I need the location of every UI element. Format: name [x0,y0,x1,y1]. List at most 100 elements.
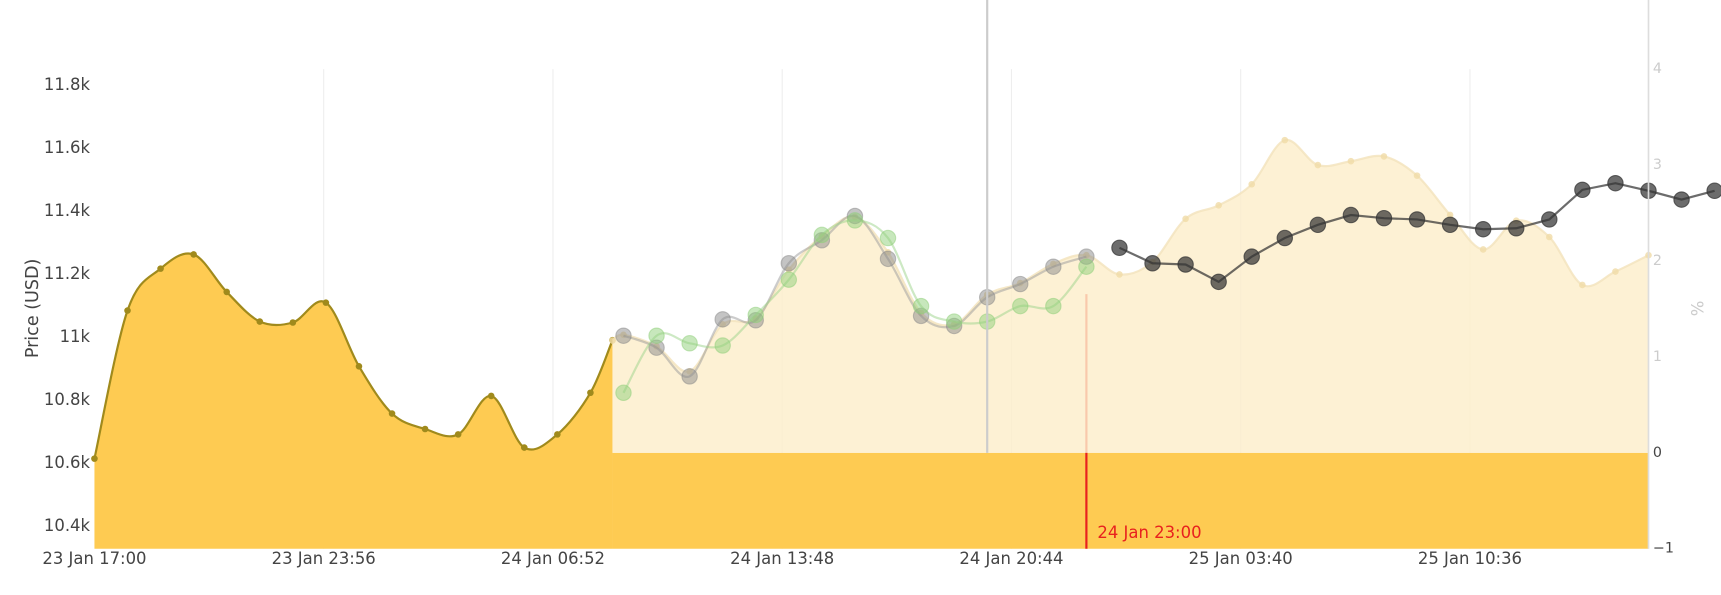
data-point [1182,215,1189,223]
data-point [1541,211,1558,228]
data-point [223,288,231,296]
y-tick-label: 11.4k [44,201,91,220]
y-axis-title: Price (USD) [23,259,43,359]
data-point [554,431,561,438]
data-point [1012,275,1029,293]
data-point [1248,180,1256,188]
data-point [912,297,930,315]
data-point [879,229,897,247]
data-point [322,299,330,306]
data-point [1314,161,1322,169]
data-point [289,319,297,326]
data-point [648,327,665,344]
plot-layer: 24 Jan 23:00 [91,0,1721,549]
data-point [1441,216,1459,234]
area-fill [612,139,1649,453]
data-point [615,327,632,344]
data-point [421,425,429,433]
data-point [1474,220,1492,238]
data-point [1144,255,1161,272]
data-point [1479,246,1487,253]
data-point [1045,258,1062,275]
data-point [681,335,698,352]
data-point [1078,258,1095,275]
y2-tick-label: 0 [1653,445,1662,461]
data-point [1342,206,1360,224]
data-point [1673,191,1690,208]
data-point [1706,182,1721,200]
data-point [487,392,495,400]
data-point [780,255,798,272]
y2-tick-label: 2 [1653,253,1662,269]
data-point [521,444,528,451]
data-point [1281,136,1289,144]
data-point [1607,174,1624,192]
data-point [587,389,594,397]
y-tick-label: 11.2k [44,264,91,283]
data-point [1116,271,1123,278]
y-tick-label: 11.6k [44,138,91,157]
data-point [1446,211,1454,219]
data-point [879,250,897,268]
data-point [1579,281,1586,289]
data-point [846,212,864,229]
y2-tick-label: 4 [1653,61,1662,77]
data-point [256,318,264,325]
data-point [1413,172,1421,179]
data-point [1408,211,1426,228]
y-tick-label: 10.6k [44,453,91,472]
data-point [1612,268,1619,275]
y-tick-label: 10.8k [44,390,91,409]
data-point [747,306,764,324]
data-point [1546,233,1553,241]
data-point [945,313,963,330]
data-point [1177,256,1194,273]
x-tick-label: 25 Jan 03:40 [1189,549,1293,568]
data-point [355,363,363,370]
data-point [780,271,798,288]
x-tick-label: 24 Jan 13:48 [730,549,834,568]
data-point [714,337,731,354]
data-point [615,384,632,401]
y2-axis-title: % [1688,301,1707,317]
y2-tick-label: 3 [1653,157,1662,173]
data-point [1380,153,1388,160]
y-tick-label: 11k [60,327,91,346]
data-point [1347,157,1355,165]
data-point [1309,216,1327,234]
data-point [124,307,131,314]
x-tick-label: 23 Jan 17:00 [42,549,146,568]
baseline-band [612,452,1649,549]
data-point [454,431,462,438]
data-point [1508,220,1525,237]
data-point [157,265,164,272]
series-line [93,252,614,459]
data-point [190,251,197,258]
data-point [1045,297,1062,315]
data-point [813,226,831,244]
y-tick-label: 10.4k [44,516,91,535]
x-tick-label: 24 Jan 06:52 [501,549,605,568]
data-point [714,311,731,328]
marker-label: 24 Jan 23:00 [1097,523,1201,542]
data-point [609,337,616,344]
x-tick-label: 25 Jan 10:36 [1418,549,1522,568]
area-fill [94,253,613,549]
data-point [1574,181,1591,199]
y2-tick-label: 1 [1653,349,1662,365]
data-point [681,368,698,385]
x-tick-label: 24 Jan 20:44 [959,549,1063,568]
data-point [1276,229,1294,247]
data-point [1215,202,1222,209]
x-tick-label: 23 Jan 23:56 [272,549,376,568]
data-point [1375,209,1393,227]
data-point [1210,273,1227,291]
axes-layer: 23 Jan 17:00 23 Jan 23:56 24 Jan 06:52 24 J… [42,0,1674,568]
data-point [1012,297,1029,315]
data-point [91,455,98,462]
y-tick-label: 11.8k [44,75,91,94]
y2-tick-label: −1 [1653,541,1674,557]
data-point [1243,248,1260,265]
data-point [1111,239,1128,257]
